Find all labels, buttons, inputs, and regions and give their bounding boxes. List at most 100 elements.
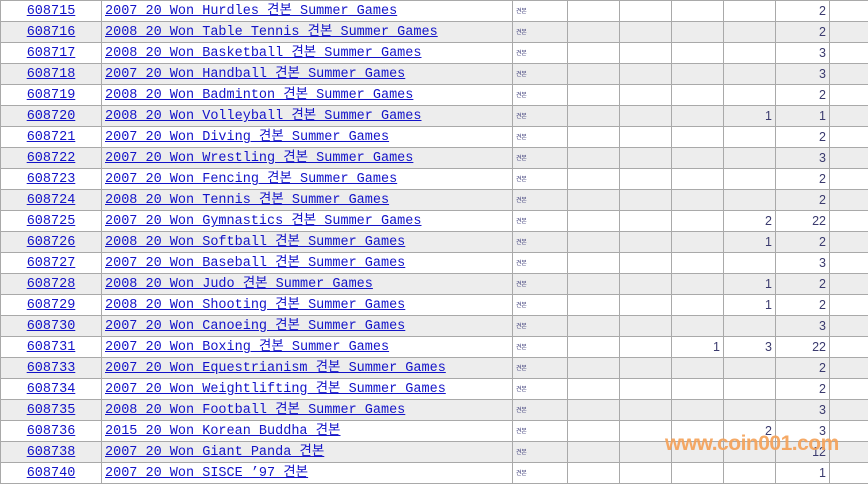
cell-blank-a [568,253,620,274]
sample-marker-text: 견본 [516,386,558,393]
cell-count-3: 2 [776,85,830,106]
cell-count-2 [724,463,776,484]
sample-marker-text: 견본 [516,92,558,99]
cell-sample-marker: 견본 [513,274,568,295]
cell-count-3: 2 [776,379,830,400]
record-id-link[interactable]: 608735 [27,403,76,418]
cell-sample-marker: 견본 [513,43,568,64]
record-id-link[interactable]: 608716 [27,25,76,40]
coin-title-link[interactable]: 2007 20 Won SISCE ’97 견본 [105,466,308,481]
cell-record-id: 608724 [1,190,102,211]
record-id-link[interactable]: 608721 [27,130,76,145]
sample-marker-text: 견본 [516,470,558,477]
coin-title-link[interactable]: 2007 20 Won Handball 견본 Summer Games [105,67,405,82]
cell-count-1 [672,442,724,463]
cell-blank-a [568,232,620,253]
cell-blank-a [568,127,620,148]
cell-count-1 [672,253,724,274]
coin-title-link[interactable]: 2007 20 Won Diving 견본 Summer Games [105,130,389,145]
coin-title-link[interactable]: 2007 20 Won Fencing 견본 Summer Games [105,172,397,187]
coin-title-link[interactable]: 2008 20 Won Football 견본 Summer Games [105,403,405,418]
cell-blank-a [568,358,620,379]
table-row: 608719 2008 20 Won Badminton 견본 Summer Ga… [1,85,868,106]
record-id-link[interactable]: 608727 [27,256,76,271]
table-row: 608716 2008 20 Won Table Tennis 견본 Summer… [1,22,868,43]
cell-record-id: 608727 [1,253,102,274]
cell-count-1 [672,1,724,22]
coin-title-link[interactable]: 2007 20 Won Giant Panda 견본 [105,445,324,460]
cell-blank-b [620,106,672,127]
cell-count-3-value: 3 [819,424,826,438]
record-id-link[interactable]: 608738 [27,445,76,460]
cell-coin-title: 2007 20 Won Baseball 견본 Summer Games [102,253,513,274]
coin-title-link[interactable]: 2007 20 Won Boxing 견본 Summer Games [105,340,389,355]
cell-count-1 [672,295,724,316]
cell-sample-marker: 견본 [513,316,568,337]
coin-title-link[interactable]: 2007 20 Won Gymnastics 견본 Summer Games [105,214,422,229]
coin-title-link[interactable]: 2008 20 Won Basketball 견본 Summer Games [105,46,422,61]
cell-blank-a [568,64,620,85]
coin-title-link[interactable]: 2007 20 Won Equestrianism 견본 Summer Game… [105,361,446,376]
record-id-link[interactable]: 608720 [27,109,76,124]
cell-record-id: 608722 [1,148,102,169]
cell-count-3: 2 [776,358,830,379]
cell-count-2 [724,358,776,379]
record-id-link[interactable]: 608731 [27,340,76,355]
record-id-link[interactable]: 608718 [27,67,76,82]
coin-title-link[interactable]: 2008 20 Won Volleyball 견본 Summer Games [105,109,422,124]
coin-title-link[interactable]: 2007 20 Won Wrestling 견본 Summer Games [105,151,413,166]
record-id-link[interactable]: 608722 [27,151,76,166]
cell-coin-title: 2007 20 Won Canoeing 견본 Summer Games [102,316,513,337]
coin-title-link[interactable]: 2015 20 Won Korean Buddha 견본 [105,424,340,439]
record-id-link[interactable]: 608728 [27,277,76,292]
cell-count-1 [672,43,724,64]
coin-title-link[interactable]: 2007 20 Won Weightlifting 견본 Summer Game… [105,382,446,397]
cell-count-2-value: 1 [765,235,772,249]
record-id-link[interactable]: 608715 [27,4,76,19]
coin-title-link[interactable]: 2008 20 Won Softball 견본 Summer Games [105,235,405,250]
record-id-link[interactable]: 608733 [27,361,76,376]
cell-blank-a [568,295,620,316]
record-id-link[interactable]: 608726 [27,235,76,250]
coin-title-link[interactable]: 2008 20 Won Shooting 견본 Summer Games [105,298,405,313]
cell-count-4: 3 [830,442,868,463]
record-id-link[interactable]: 608724 [27,193,76,208]
cell-sample-marker: 견본 [513,64,568,85]
cell-count-3-value: 2 [819,298,826,312]
cell-sample-marker: 견본 [513,85,568,106]
record-id-link[interactable]: 608730 [27,319,76,334]
cell-count-2: 1 [724,295,776,316]
record-id-link[interactable]: 608719 [27,88,76,103]
coin-title-link[interactable]: 2007 20 Won Hurdles 견본 Summer Games [105,4,397,19]
record-id-link[interactable]: 608736 [27,424,76,439]
cell-sample-marker: 견본 [513,379,568,400]
cell-record-id: 608719 [1,85,102,106]
cell-count-4: 7 [830,211,868,232]
sample-marker-text: 견본 [516,50,558,57]
record-id-link[interactable]: 608734 [27,382,76,397]
coin-title-link[interactable]: 2008 20 Won Badminton 견본 Summer Games [105,88,413,103]
cell-coin-title: 2007 20 Won Handball 견본 Summer Games [102,64,513,85]
coin-title-link[interactable]: 2008 20 Won Judo 견본 Summer Games [105,277,373,292]
table-row: 608726 2008 20 Won Softball 견본 Summer Gam… [1,232,868,253]
coin-title-link[interactable]: 2007 20 Won Baseball 견본 Summer Games [105,256,405,271]
cell-count-3: 2 [776,1,830,22]
cell-coin-title: 2008 20 Won Volleyball 견본 Summer Games [102,106,513,127]
cell-record-id: 608717 [1,43,102,64]
table-row: 608730 2007 20 Won Canoeing 견본 Summer Gam… [1,316,868,337]
record-id-link[interactable]: 608729 [27,298,76,313]
coin-title-link[interactable]: 2007 20 Won Canoeing 견본 Summer Games [105,319,405,334]
cell-count-3: 2 [776,274,830,295]
coin-title-link[interactable]: 2008 20 Won Tennis 견본 Summer Games [105,193,389,208]
cell-count-2: 3 [724,337,776,358]
cell-count-2 [724,253,776,274]
record-id-link[interactable]: 608725 [27,214,76,229]
coin-title-link[interactable]: 2008 20 Won Table Tennis 견본 Summer Games [105,25,438,40]
cell-blank-a [568,1,620,22]
record-id-link[interactable]: 608717 [27,46,76,61]
sample-marker-text: 견본 [516,281,558,288]
cell-coin-title: 2015 20 Won Korean Buddha 견본 [102,421,513,442]
record-id-link[interactable]: 608740 [27,466,76,481]
record-id-link[interactable]: 608723 [27,172,76,187]
cell-count-3-value: 3 [819,67,826,81]
